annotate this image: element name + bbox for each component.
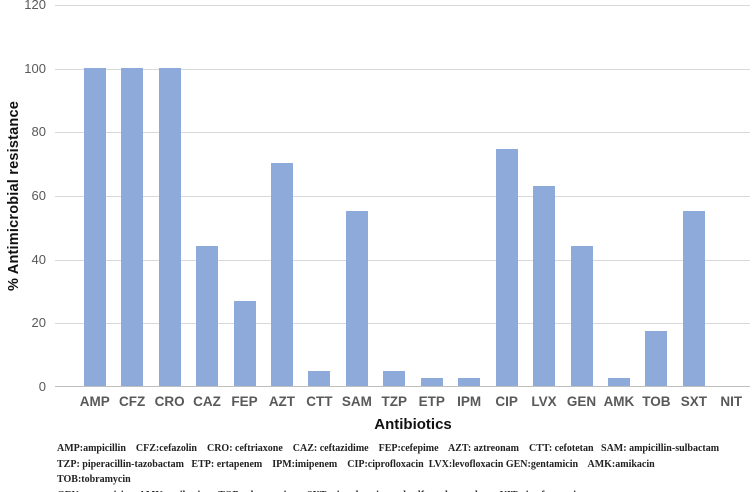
y-tick-label-80: 80 [31,124,46,140]
bar-sxt [682,211,705,386]
gridline-20 [55,323,750,325]
x-tick-label-fep: FEP [231,394,258,409]
footnote-line-1: AMP:ampicillin CFZ:cefazolin CRO: ceftri… [57,443,720,454]
bar-cfz [121,67,144,386]
y-tick-label-60: 60 [31,188,46,203]
y-tick-label-40: 40 [31,251,46,267]
x-tick-label-nit: NIT [720,394,743,409]
bar-sam [345,210,368,386]
gridline-40 [55,259,750,261]
x-tick-label-cip: CIP [495,394,518,409]
bar-ctt [308,371,331,386]
y-tick-label-20: 20 [31,315,46,331]
x-tick-label-lvx: LVX [531,394,557,409]
x-tick-label-ipm: IPM [457,394,482,409]
bar-fep [233,300,256,386]
x-tick-label-etp: ETP [418,394,445,409]
footnote-abbreviation-key: AMP:ampicillin CFZ:cefazolin CRO: ceftri… [57,441,737,492]
x-tick-label-amp: AMP [79,394,110,409]
plot-area [55,5,750,387]
x-axis-line [55,386,750,387]
y-axis-ticks: 0 20 40 60 80 100 120 [0,0,46,400]
x-axis-labels: AMP CFZ CRO CAZ FEP AZT CTT SAM TZP ETP IPM CIP LVX G… [0,394,753,412]
bar-tob [645,330,668,386]
bar-lvx [533,186,556,386]
x-axis-title: Antibiotics [374,416,452,433]
x-tick-label-sxt: SXT [680,394,707,409]
x-tick-label-tob: TOB [642,394,671,409]
bar-cip [495,149,518,386]
footnote-line-2: TZP: piperacillin-tazobactam ETP: ertape… [57,458,665,486]
bar-ipm [458,378,481,386]
y-tick-label-120: 120 [24,0,46,12]
y-tick-label-100: 100 [24,60,46,76]
x-tick-label-amk: AMK [603,394,635,409]
bar-gen [570,245,593,386]
x-tick-label-sam: SAM [341,394,372,409]
x-tick-label-tzp: TZP [381,394,408,409]
x-tick-label-azt: AZT [268,394,296,409]
gridline-120 [55,5,750,6]
x-tick-label-caz: CAZ [193,394,221,409]
gridline-100 [55,68,750,70]
x-tick-label-cfz: CFZ [119,394,146,409]
x-tick-label-ctt: CTT [306,394,333,409]
bar-amk [607,377,630,386]
gridline-60 [55,196,750,197]
footnote-line-3: GEN:gentamicin AMK:amikacin TOB:tobramyc… [57,488,737,492]
bar-cro [158,67,181,386]
x-tick-label-gen: GEN [566,394,597,409]
bar-caz [196,245,219,386]
bar-tzp [383,371,406,386]
x-tick-label-cro: CRO [154,394,185,409]
bar-amp [83,67,106,386]
bar-azt [270,163,293,386]
y-tick-label-0: 0 [38,379,46,394]
bar-etp [420,378,443,386]
gridline-80 [55,132,750,134]
